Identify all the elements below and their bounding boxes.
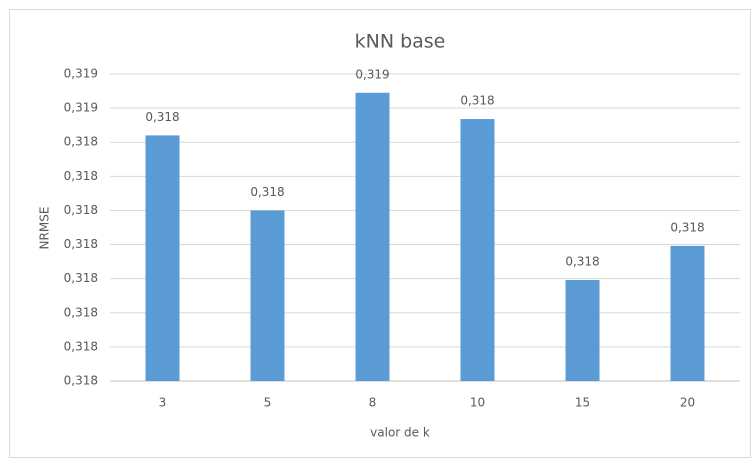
bar: [355, 92, 390, 381]
x-tick-label: 5: [264, 396, 272, 410]
data-label: 0,318: [460, 94, 494, 108]
data-label: 0,318: [565, 255, 599, 269]
x-tick-label: 20: [680, 396, 695, 410]
y-tick-label: 0,319: [64, 67, 98, 81]
x-tick-label: 3: [159, 396, 167, 410]
y-axis-label: NRMSE: [38, 207, 52, 250]
x-tick-label: 10: [470, 396, 485, 410]
y-tick-label: 0,318: [64, 339, 98, 353]
y-tick-label: 0,318: [64, 271, 98, 285]
data-label: 0,318: [670, 220, 704, 234]
bar: [250, 210, 285, 381]
data-label: 0,318: [145, 110, 179, 124]
chart-title: kNN base: [355, 31, 446, 53]
bar: [145, 135, 180, 381]
y-tick-label: 0,318: [64, 305, 98, 319]
bar: [460, 119, 495, 381]
data-label: 0,318: [250, 185, 284, 199]
x-tick-label: 15: [575, 396, 590, 410]
y-tick-label: 0,318: [64, 203, 98, 217]
y-tick-label: 0,318: [64, 169, 98, 183]
y-tick-label: 0,318: [64, 374, 98, 388]
y-tick-label: 0,318: [64, 135, 98, 149]
x-tick-label: 8: [369, 396, 377, 410]
bar: [670, 245, 705, 381]
y-tick-label: 0,319: [64, 101, 98, 115]
bar: [565, 280, 600, 381]
y-tick-label: 0,318: [64, 237, 98, 251]
x-axis-label: valor de k: [370, 426, 430, 440]
data-label: 0,319: [355, 67, 389, 81]
